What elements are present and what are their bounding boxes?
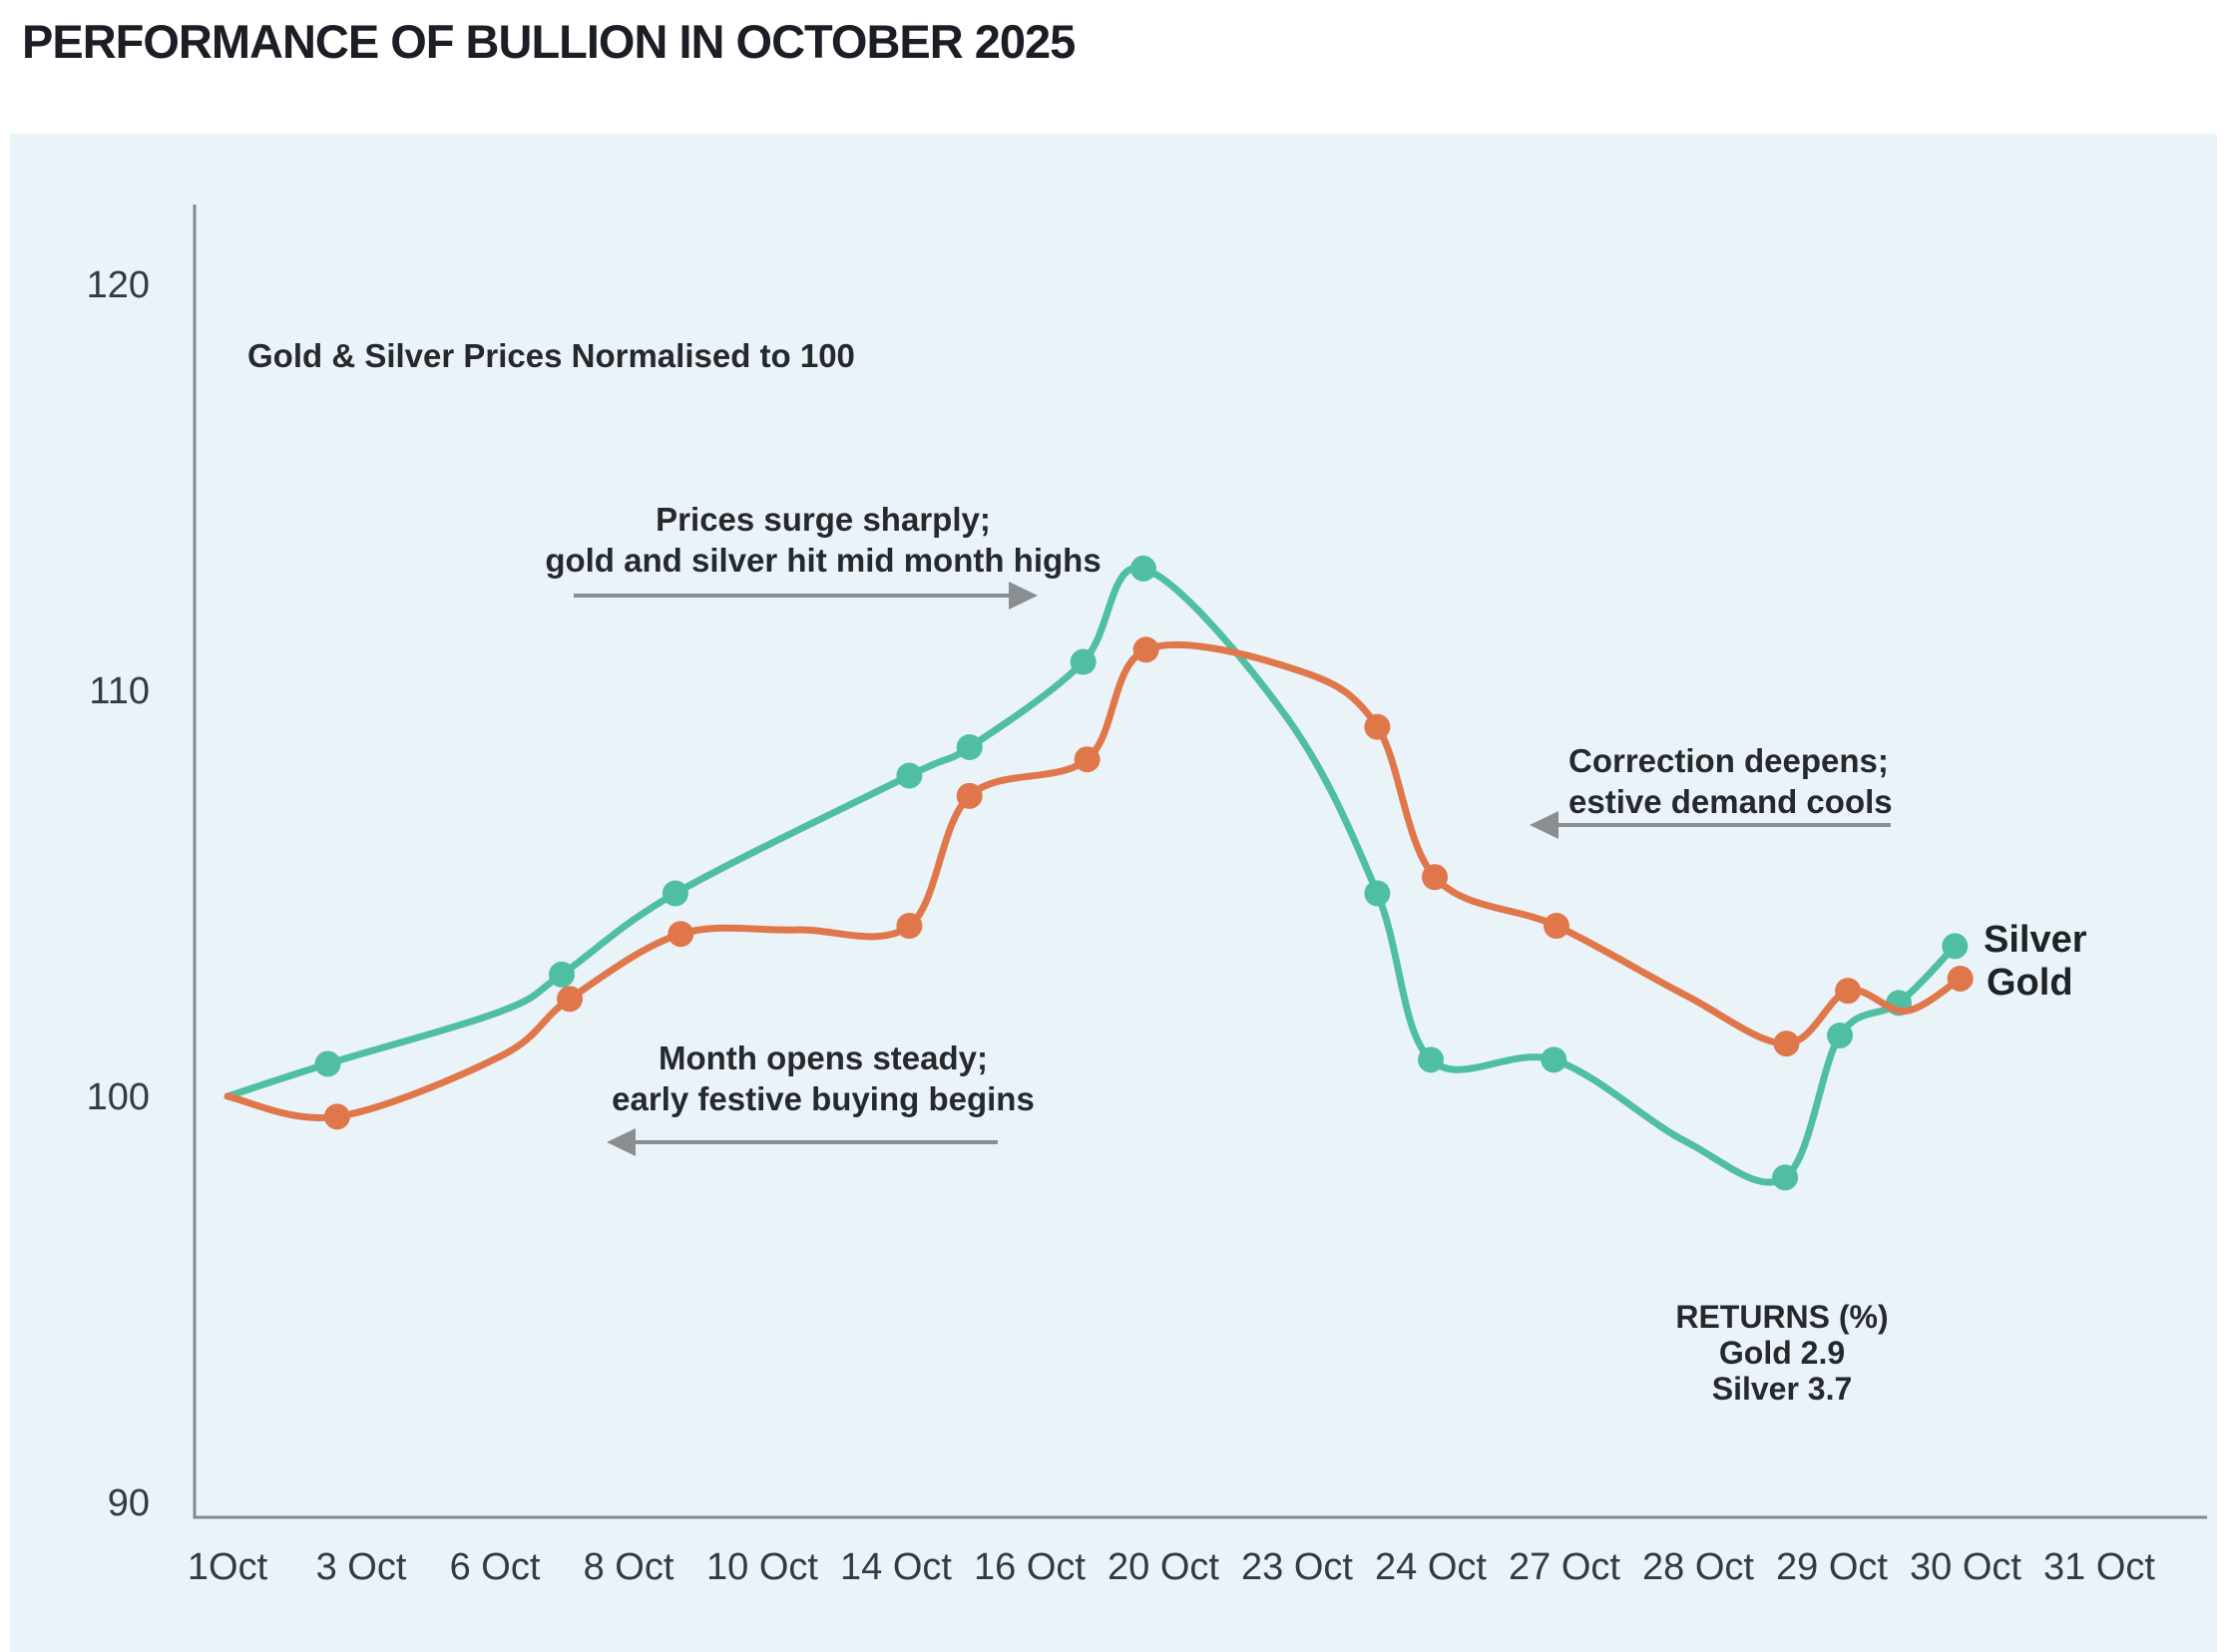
returns-note: RETURNS (%) Gold 2.9 Silver 3.7	[1582, 1299, 1982, 1407]
returns-title: RETURNS (%)	[1675, 1299, 1889, 1335]
annotation-line: Correction deepens;	[1568, 742, 1889, 779]
annotation-open: Month opens steady; early festive buying…	[514, 1037, 1132, 1119]
data-point-silver	[896, 762, 923, 789]
y-tick-label: 120	[87, 264, 150, 306]
x-tick-label: 27 Oct	[1509, 1546, 1620, 1588]
data-point-silver	[1827, 1022, 1854, 1048]
data-point-gold	[896, 913, 923, 940]
data-point-silver	[956, 733, 983, 760]
data-point-silver	[1942, 933, 1969, 960]
x-tick-label: 3 Oct	[316, 1546, 407, 1588]
data-point-silver	[314, 1050, 341, 1077]
data-point-silver	[1418, 1046, 1444, 1073]
annotation-surge: Prices surge sharply; gold and silver hi…	[514, 499, 1132, 581]
returns-silver: Silver 3.7	[1711, 1371, 1853, 1407]
data-point-gold	[956, 782, 983, 809]
page-title: PERFORMANCE OF BULLION IN OCTOBER 2025	[22, 15, 1076, 68]
data-point-gold	[1773, 1031, 1800, 1057]
y-tick-label: 110	[89, 670, 150, 712]
x-tick-label: 6 Oct	[450, 1546, 541, 1588]
chart-subtitle: Gold & Silver Prices Normalised to 100	[247, 337, 855, 374]
legend-label-gold: Gold	[1987, 962, 2073, 1004]
data-point-silver	[1772, 1164, 1799, 1191]
annotation-arrowhead	[1530, 811, 1559, 839]
data-point-gold	[1422, 864, 1449, 891]
x-tick-label: 29 Oct	[1776, 1546, 1888, 1588]
y-tick-label: 100	[87, 1076, 150, 1118]
x-tick-label: 20 Oct	[1108, 1546, 1219, 1588]
data-point-gold	[1947, 965, 1974, 992]
annotation-arrowhead	[1009, 582, 1038, 610]
x-tick-label: 23 Oct	[1241, 1546, 1353, 1588]
x-tick-label: 28 Oct	[1642, 1546, 1754, 1588]
axes	[193, 205, 2207, 1519]
data-point-gold	[323, 1103, 350, 1130]
returns-gold: Gold 2.9	[1718, 1335, 1846, 1371]
data-point-silver	[1129, 555, 1156, 582]
y-tick-label: 90	[108, 1482, 150, 1524]
data-point-silver	[549, 961, 575, 988]
data-point-silver	[1541, 1046, 1567, 1073]
x-tick-label: 1Oct	[188, 1546, 268, 1588]
annotation-correction: Correction deepens; estive demand cools	[1568, 740, 1893, 822]
data-point-gold	[1543, 913, 1569, 940]
x-tick-label: 30 Oct	[1910, 1546, 2021, 1588]
data-point-gold	[1074, 746, 1101, 773]
x-tick-label: 14 Oct	[840, 1546, 952, 1588]
data-point-silver	[1364, 880, 1391, 907]
x-tick-label: 16 Oct	[974, 1546, 1086, 1588]
x-tick-label: 31 Oct	[2043, 1546, 2155, 1588]
data-point-gold	[1364, 713, 1391, 740]
x-tick-label: 8 Oct	[584, 1546, 674, 1588]
data-point-gold	[668, 921, 694, 948]
data-point-gold	[1132, 636, 1159, 663]
annotation-line: estive demand cools	[1568, 783, 1893, 820]
annotation-line: Month opens steady;	[658, 1039, 989, 1076]
x-tick-label: 10 Oct	[706, 1546, 818, 1588]
annotation-line: early festive buying begins	[612, 1080, 1035, 1117]
data-point-silver	[1070, 648, 1097, 675]
data-point-gold	[557, 986, 584, 1013]
legend-label-silver: Silver	[1984, 919, 2087, 961]
annotation-arrowhead	[607, 1128, 636, 1156]
annotation-line: gold and silver hit mid month highs	[545, 542, 1102, 579]
data-point-silver	[662, 880, 688, 907]
data-point-gold	[1835, 978, 1862, 1005]
annotation-line: Prices surge sharply;	[656, 501, 991, 538]
chart-card	[10, 134, 2217, 1652]
x-tick-label: 24 Oct	[1375, 1546, 1487, 1588]
